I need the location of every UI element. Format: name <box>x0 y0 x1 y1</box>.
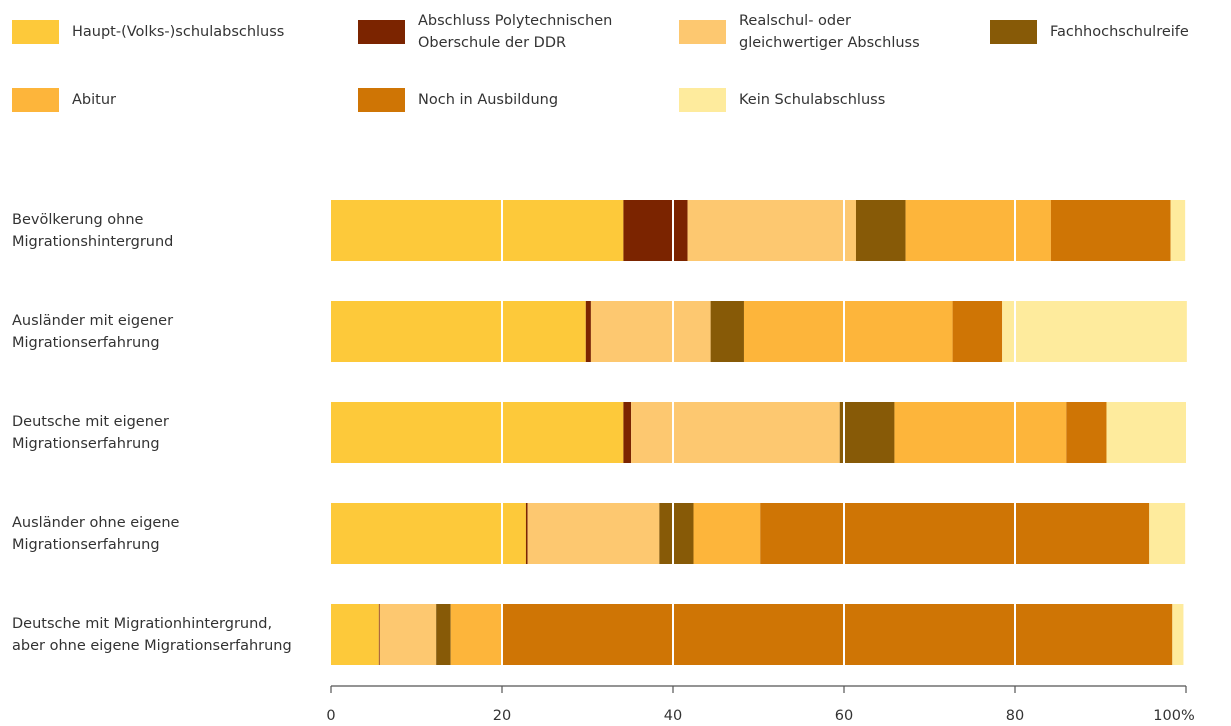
bar-segment <box>1106 402 1186 463</box>
x-tick-label: 80 <box>1006 708 1024 724</box>
legend-swatch <box>12 20 59 44</box>
bar-segment <box>527 503 660 564</box>
legend-label: Abitur <box>72 92 116 108</box>
legend-item: Haupt-(Volks-)schulabschluss <box>12 20 284 44</box>
legend-label: Realschul- oder gleichwertiger Abschluss <box>739 13 920 51</box>
bar-segment <box>331 200 624 261</box>
x-tick-label: 100% <box>1153 708 1194 724</box>
bar-segment <box>623 200 688 261</box>
category-label: Ausländer mit eigener Migrationserfahrun… <box>12 312 174 351</box>
bar-segment <box>743 301 953 362</box>
category-label: Deutsche mit Migrationhintergrund, aber … <box>12 615 292 654</box>
legend-label: Haupt-(Volks-)schulabschluss <box>72 24 285 40</box>
bar-segment <box>687 200 856 261</box>
bar-segment <box>855 200 906 261</box>
legend-label: Noch in Ausbildung <box>418 92 559 108</box>
x-tick-label: 60 <box>835 708 853 724</box>
legend-item: Abitur <box>12 88 116 112</box>
legend: Haupt-(Volks-)schulabschluss Abschluss Po… <box>0 0 1231 150</box>
bar-segment <box>623 402 632 463</box>
bar-segment <box>905 200 1051 261</box>
bar-segment <box>331 301 586 362</box>
legend-swatch <box>990 20 1037 44</box>
bar-segment <box>379 604 437 665</box>
bar-segment <box>378 604 380 665</box>
bar-segment <box>331 604 379 665</box>
bar-segment <box>1170 200 1186 261</box>
bar-segment <box>590 301 711 362</box>
bar-segment <box>952 301 1003 362</box>
bar-segment <box>331 402 624 463</box>
bar-segment <box>710 301 744 362</box>
legend-swatch <box>12 88 59 112</box>
bar-segment <box>1149 503 1186 564</box>
bar-segment <box>436 604 451 665</box>
legend-swatch <box>358 88 405 112</box>
legend-item: Noch in Ausbildung <box>358 88 558 112</box>
legend-label: Kein Schulabschluss <box>739 92 886 108</box>
bar-segment <box>1066 402 1107 463</box>
bar-segment <box>894 402 1067 463</box>
bar-segment <box>331 503 526 564</box>
legend-item: Realschul- oder gleichwertiger Abschluss <box>679 13 920 51</box>
legend-label: Abschluss Polytechnischen Oberschule der… <box>418 13 613 51</box>
x-tick-label: 20 <box>493 708 511 724</box>
bar-segment <box>1050 200 1171 261</box>
legend-item: Kein Schulabschluss <box>679 88 885 112</box>
x-tick-label: 0 <box>326 708 335 724</box>
bar-segment <box>631 402 840 463</box>
legend-swatch <box>358 20 405 44</box>
legend-item: Fachhochschulreife <box>990 20 1189 44</box>
bar-segment <box>501 604 1173 665</box>
legend-label: Fachhochschulreife <box>1050 24 1189 40</box>
category-label: Deutsche mit eigener Migrationserfahrung <box>12 413 169 452</box>
bar-segment <box>525 503 528 564</box>
bar-segment <box>1172 604 1184 665</box>
category-label: Ausländer ohne eigene Migrationserfahrun… <box>12 514 180 553</box>
bar-segment <box>1002 301 1187 362</box>
category-label: Bevölkerung ohne Migrationshintergrund <box>12 211 174 250</box>
legend-item: Abschluss Polytechnischen Oberschule der… <box>358 13 612 51</box>
bar-segment <box>693 503 761 564</box>
legend-swatch <box>679 88 726 112</box>
bar-segment <box>839 402 895 463</box>
bar-segment <box>585 301 591 362</box>
x-tick-label: 40 <box>664 708 682 724</box>
bar-segment <box>760 503 1150 564</box>
legend-swatch <box>679 20 726 44</box>
bar-segment <box>450 604 502 665</box>
bar-segment <box>659 503 694 564</box>
